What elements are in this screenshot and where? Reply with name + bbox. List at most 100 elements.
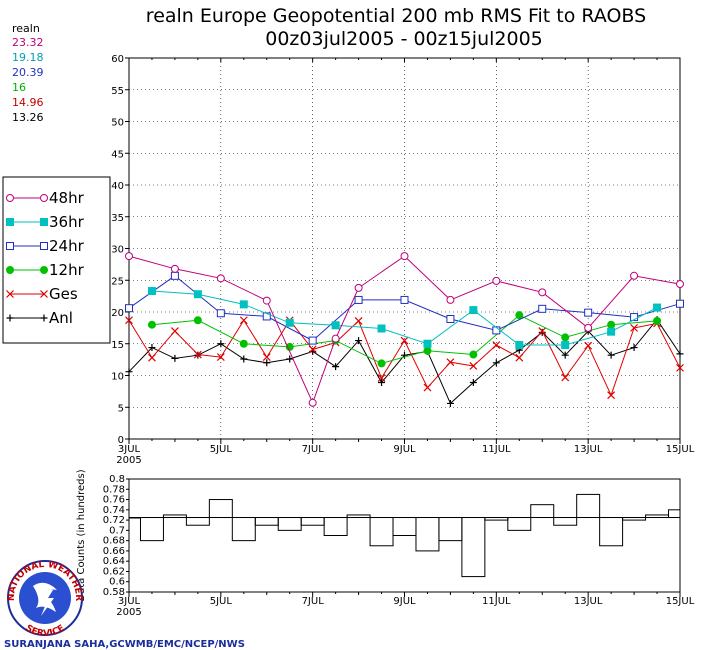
count-y-tick-label: 0.76 bbox=[103, 495, 125, 506]
count-x-tick-label: 9JUL bbox=[393, 596, 416, 607]
data-point-36hr bbox=[607, 327, 616, 336]
y-tick-label: 0 bbox=[118, 435, 124, 446]
data-point-24hr bbox=[630, 313, 639, 322]
y-tick-label: 20 bbox=[111, 308, 124, 319]
x-tick-label: 7JUL bbox=[302, 444, 325, 455]
data-point-anl bbox=[561, 351, 569, 359]
legend-label-ges: Ges bbox=[49, 285, 78, 303]
legend-marker-ges bbox=[6, 290, 14, 298]
data-point-48hr bbox=[308, 398, 317, 407]
x-tick-label: 9JUL bbox=[393, 444, 416, 455]
y-tick-label: 40 bbox=[111, 181, 124, 192]
data-point-12hr bbox=[423, 346, 432, 355]
count-bar bbox=[415, 517, 440, 552]
legend-label-anl: Anl bbox=[49, 309, 73, 327]
legend-marker-anl bbox=[40, 314, 48, 322]
data-point-anl bbox=[378, 378, 386, 386]
data-point-ges bbox=[676, 363, 684, 372]
count-bar bbox=[461, 517, 486, 578]
count-y-tick-label: 0.68 bbox=[103, 536, 125, 547]
data-point-12hr bbox=[193, 316, 202, 325]
data-point-anl bbox=[217, 340, 225, 348]
legend-marker-anl bbox=[6, 314, 14, 322]
stat-24hr: 20.39 bbox=[12, 66, 44, 79]
count-x-tick-sublabel: 2005 bbox=[116, 607, 141, 618]
count-y-tick-label: 0.62 bbox=[103, 566, 125, 577]
legend-marker-48hr bbox=[6, 194, 14, 202]
data-point-24hr bbox=[400, 295, 409, 304]
data-point-24hr bbox=[125, 304, 133, 313]
count-bar bbox=[392, 517, 417, 536]
count-y-tick-label: 0.7 bbox=[109, 525, 125, 536]
legend-marker-ges bbox=[40, 290, 48, 298]
data-point-48hr bbox=[538, 288, 547, 297]
data-point-48hr bbox=[262, 296, 271, 305]
legend-box bbox=[2, 176, 111, 344]
data-point-anl bbox=[240, 355, 248, 363]
stat-36hr: 19.18 bbox=[12, 51, 44, 64]
data-point-anl bbox=[607, 351, 615, 359]
count-bar bbox=[254, 517, 279, 526]
data-point-48hr bbox=[630, 271, 639, 280]
series-line-12hr bbox=[151, 314, 658, 364]
series-line-48hr bbox=[128, 255, 681, 405]
count-y-tick-label: 0.8 bbox=[109, 474, 125, 485]
data-point-12hr bbox=[653, 316, 662, 325]
data-point-48hr bbox=[584, 323, 593, 332]
x-tick-label: 5JUL bbox=[210, 444, 233, 455]
x-tick-label: 13JUL bbox=[574, 444, 603, 455]
data-point-ges bbox=[515, 353, 524, 362]
data-point-24hr bbox=[216, 309, 225, 318]
data-point-24hr bbox=[354, 295, 363, 304]
data-point-ges bbox=[308, 345, 317, 354]
data-point-36hr bbox=[285, 318, 294, 327]
count-x-tick-label: 11JUL bbox=[482, 596, 511, 607]
series-48hr bbox=[125, 252, 684, 407]
legend-marker-12hr bbox=[6, 266, 14, 274]
credit-text: SURANJANA SAHA,GCWMB/EMC/NCEP/NWS bbox=[4, 639, 245, 650]
count-y-tick-label: 0.74 bbox=[103, 505, 125, 516]
series-12hr bbox=[147, 311, 662, 368]
count-y-tick-label: 0.78 bbox=[103, 484, 125, 495]
data-point-24hr bbox=[676, 299, 684, 308]
count-bar bbox=[599, 517, 624, 547]
logo-lightning-icon bbox=[40, 590, 54, 616]
stats-header: realn bbox=[12, 22, 40, 35]
count-bar bbox=[231, 517, 256, 542]
data-point-24hr bbox=[262, 312, 271, 321]
count-bar bbox=[530, 504, 555, 519]
data-point-ges bbox=[216, 353, 225, 362]
count-bar bbox=[507, 517, 532, 531]
count-x-tick-label: 5JUL bbox=[210, 596, 233, 607]
y-tick-label: 55 bbox=[111, 86, 124, 97]
data-point-48hr bbox=[170, 264, 179, 273]
y-tick-label: 60 bbox=[111, 54, 124, 65]
data-point-ges bbox=[125, 316, 133, 325]
data-point-12hr bbox=[377, 359, 386, 368]
legend-marker-48hr bbox=[40, 194, 48, 202]
data-point-anl bbox=[125, 368, 133, 376]
data-point-ges bbox=[584, 341, 593, 350]
data-point-12hr bbox=[239, 339, 248, 348]
count-y-tick-label: 0.58 bbox=[103, 587, 125, 598]
data-point-ges bbox=[193, 350, 202, 359]
legend-marker-36hr bbox=[40, 218, 48, 226]
data-point-36hr bbox=[469, 306, 478, 315]
legend-marker-24hr bbox=[6, 242, 14, 250]
data-point-ges bbox=[630, 323, 639, 332]
count-bar bbox=[553, 517, 578, 526]
data-point-48hr bbox=[492, 276, 501, 285]
count-bar bbox=[438, 517, 463, 542]
data-point-anl bbox=[538, 328, 546, 336]
data-point-12hr bbox=[561, 333, 570, 342]
data-point-36hr bbox=[147, 287, 156, 296]
y-tick-label: 25 bbox=[111, 276, 124, 287]
data-point-48hr bbox=[354, 283, 363, 292]
data-point-48hr bbox=[216, 274, 225, 283]
x-tick-label: 3JUL bbox=[118, 444, 141, 455]
data-point-12hr bbox=[147, 320, 156, 329]
data-point-anl bbox=[355, 337, 363, 345]
